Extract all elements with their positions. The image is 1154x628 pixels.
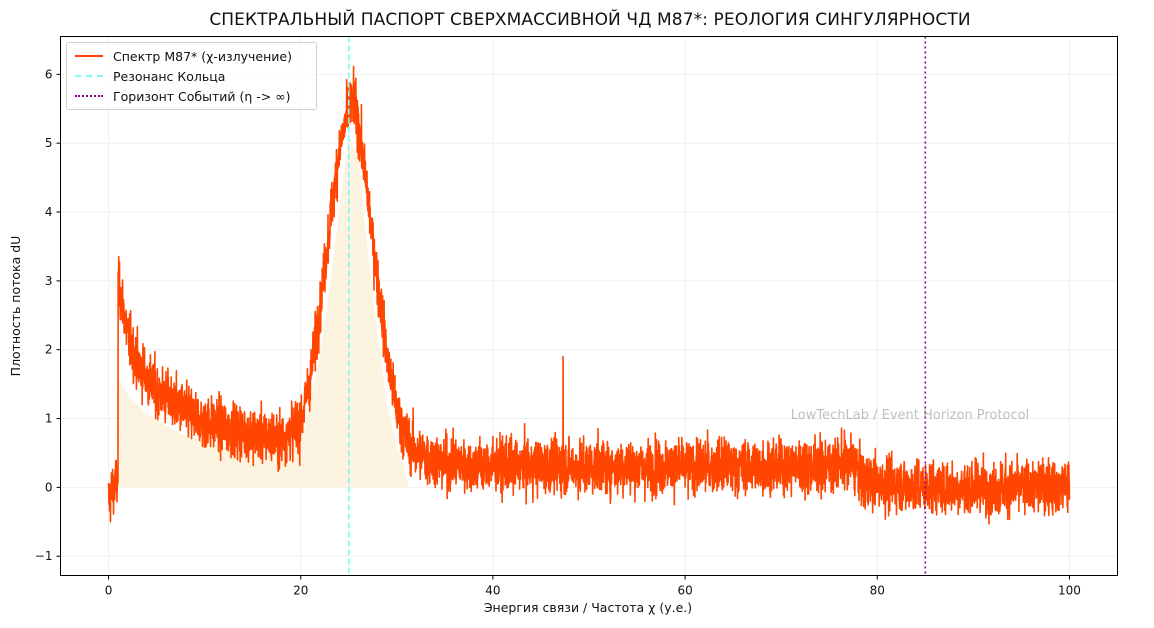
x-tick-label: 20 [293,584,308,598]
area-fill [118,136,409,488]
legend-item-horizon: Горизонт Событий (η -> ∞) [75,86,291,106]
axes-frame [60,36,1118,576]
y-tick-label: 2 [45,343,53,357]
x-tick-label: 80 [870,584,885,598]
y-tick-label: 3 [45,274,53,288]
reference-lines [347,36,927,576]
y-axis-label: Плотность потока dU [8,236,23,377]
dashed-line-icon [75,75,103,77]
x-axis-label: Энергия связи / Частота χ (у.е.) [484,600,692,615]
y-tick-label: −1 [35,549,53,563]
x-tick-label: 100 [1058,584,1081,598]
y-axis-ticks: −1 0 1 2 3 4 5 6 [35,67,61,563]
legend: Спектр M87* (χ-излучение) Резонанс Кольц… [66,42,317,110]
legend-label: Спектр M87* (χ-излучение) [113,48,292,64]
spectrum-line [107,65,1071,525]
x-tick-label: 0 [105,584,113,598]
solid-line-icon [75,55,103,57]
legend-label: Резонанс Кольца [113,68,226,84]
legend-label: Горизонт Событий (η -> ∞) [113,88,291,104]
y-tick-label: 6 [45,67,53,81]
legend-item-resonance: Резонанс Кольца [75,66,225,86]
y-tick-label: 5 [45,136,53,150]
x-tick-label: 40 [485,584,500,598]
chart-title: СПЕКТРАЛЬНЫЙ ПАСПОРТ СВЕРХМАССИВНОЙ ЧД M… [209,10,971,30]
dotted-line-icon [75,95,103,97]
y-tick-label: 4 [45,205,53,219]
legend-item-spectrum: Спектр M87* (χ-излучение) [75,46,292,66]
y-tick-label: 1 [45,412,53,426]
x-axis-ticks: 0 20 40 60 80 100 [105,575,1081,598]
y-tick-label: 0 [45,480,53,494]
watermark-text: LowTechLab / Event Horizon Protocol [791,408,1029,423]
x-tick-label: 60 [677,584,692,598]
